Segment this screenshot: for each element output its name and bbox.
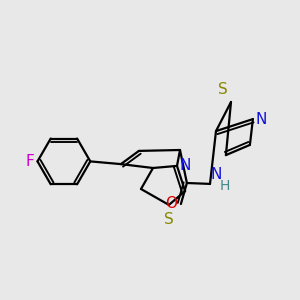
Text: F: F <box>25 154 34 169</box>
Text: H: H <box>220 179 230 193</box>
Text: N: N <box>179 158 191 173</box>
Text: S: S <box>218 82 228 97</box>
Text: S: S <box>164 212 174 227</box>
Text: N: N <box>256 112 267 127</box>
Text: N: N <box>210 167 221 182</box>
Text: O: O <box>165 196 177 211</box>
